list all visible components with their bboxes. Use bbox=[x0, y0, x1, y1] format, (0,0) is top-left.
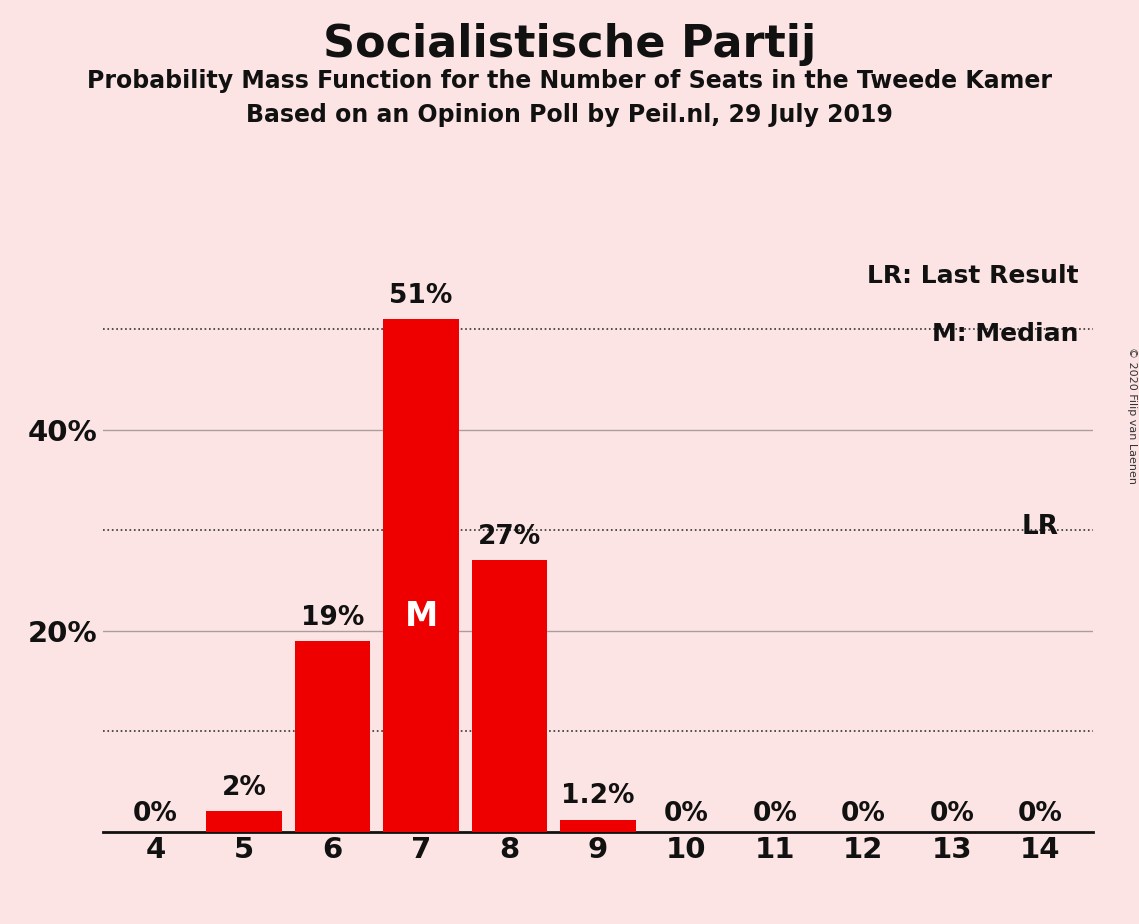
Text: LR: Last Result: LR: Last Result bbox=[867, 264, 1079, 288]
Text: 0%: 0% bbox=[929, 800, 974, 827]
Text: 0%: 0% bbox=[664, 800, 708, 827]
Text: M: Median: M: Median bbox=[932, 322, 1079, 346]
Bar bbox=[206, 811, 281, 832]
Text: 0%: 0% bbox=[133, 800, 178, 827]
Text: M: M bbox=[404, 600, 437, 633]
Text: Socialistische Partij: Socialistische Partij bbox=[322, 23, 817, 67]
Bar bbox=[560, 820, 636, 832]
Bar bbox=[384, 319, 459, 832]
Text: 27%: 27% bbox=[478, 524, 541, 550]
Text: 2%: 2% bbox=[222, 775, 267, 801]
Text: 1.2%: 1.2% bbox=[562, 784, 634, 809]
Text: 0%: 0% bbox=[753, 800, 797, 827]
Text: 19%: 19% bbox=[301, 604, 364, 630]
Text: 51%: 51% bbox=[390, 283, 452, 309]
Text: 0%: 0% bbox=[841, 800, 886, 827]
Text: © 2020 Filip van Laenen: © 2020 Filip van Laenen bbox=[1126, 347, 1137, 484]
Bar bbox=[295, 640, 370, 832]
Text: Probability Mass Function for the Number of Seats in the Tweede Kamer: Probability Mass Function for the Number… bbox=[87, 69, 1052, 93]
Text: 0%: 0% bbox=[1018, 800, 1063, 827]
Bar bbox=[472, 560, 547, 832]
Text: LR: LR bbox=[1022, 514, 1059, 541]
Text: Based on an Opinion Poll by Peil.nl, 29 July 2019: Based on an Opinion Poll by Peil.nl, 29 … bbox=[246, 103, 893, 128]
